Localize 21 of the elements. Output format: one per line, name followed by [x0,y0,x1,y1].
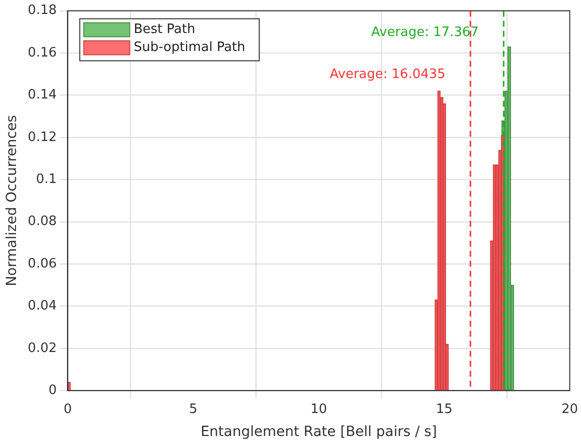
x-tick-label: 15 [436,402,453,417]
y-tick-label: 0 [48,382,57,398]
x-tick-label: 0 [64,402,72,417]
x-tick-label: 10 [310,402,328,417]
ref-line-label: Average: 17.367 [371,25,479,40]
y-tick-label: 0.16 [28,45,57,60]
x-axis-title: Entanglement Rate [Bell pairs / s] [200,424,437,440]
y-tick-label: 0.14 [28,88,57,103]
y-tick-label: 0.1 [36,172,57,187]
ref-line-label: Average: 16.0435 [330,67,446,82]
y-tick-label: 0.04 [28,298,57,314]
y-tick-label: 0.12 [28,130,57,145]
y-axis-title: Normalized Occurrences [4,115,20,286]
y-tick-label: 0.06 [28,256,57,272]
legend-label: Best Path [134,22,196,38]
x-tick-label: 20 [561,402,578,417]
y-tick-label: 0.18 [28,3,57,18]
legend-label: Sub-optimal Path [134,40,246,56]
x-tick-label: 5 [189,402,198,417]
y-tick-label: 0.08 [28,214,57,230]
y-tick-label: 0.02 [28,340,57,356]
